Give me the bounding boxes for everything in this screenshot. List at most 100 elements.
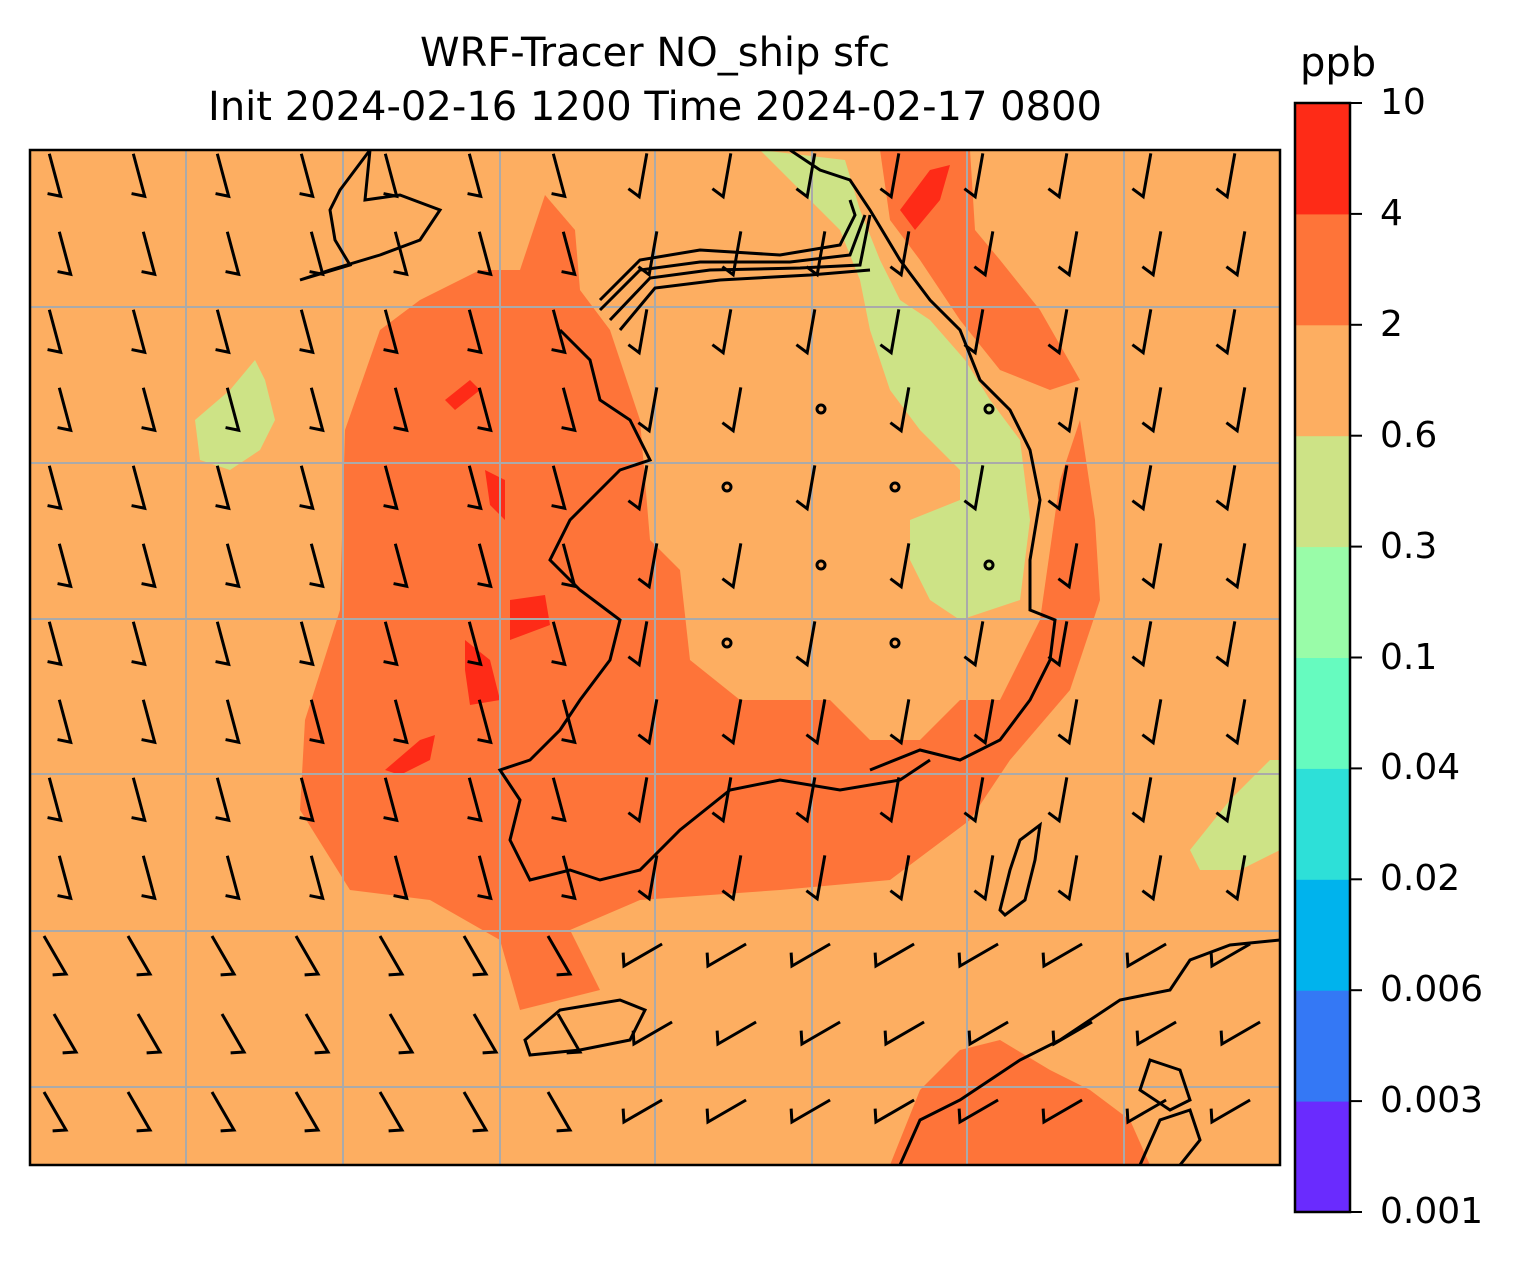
chart-title-line2: Init 2024-02-16 1200 Time 2024-02-17 080…: [208, 84, 1102, 130]
wind-barb: [1215, 465, 1237, 512]
wind-barb: [378, 935, 405, 977]
wind-barb: [1131, 309, 1153, 356]
colorbar-segment: [1295, 879, 1350, 991]
wind-barb: [215, 153, 231, 199]
colorbar-label: ppb: [1300, 40, 1377, 86]
wind-barb: [957, 942, 999, 969]
wind-barb: [477, 387, 493, 433]
wind-barb: [131, 621, 147, 667]
wind-barb: [805, 699, 827, 746]
wind-barb: [546, 935, 573, 977]
wind-barb: [47, 621, 63, 667]
wind-barb: [467, 465, 483, 511]
coastlines: [299, 150, 1280, 1165]
wind-barb: [220, 1013, 247, 1055]
wind-barb: [47, 153, 63, 199]
wind-barb: [721, 231, 743, 278]
wind-barb: [225, 543, 241, 589]
colorbar-tick-label: 0.001: [1380, 1191, 1484, 1232]
wind-barb: [47, 309, 63, 355]
wind-barb: [131, 465, 147, 511]
wind-barb: [795, 777, 817, 824]
wind-barb: [462, 1091, 489, 1133]
wind-barb: [795, 465, 817, 512]
wind-barb: [1057, 855, 1079, 902]
wind-barb: [309, 855, 325, 901]
wind-barb: [1135, 1020, 1177, 1047]
wind-barb: [1131, 465, 1153, 512]
wind-barb: [477, 855, 493, 901]
wind-barb: [131, 777, 147, 823]
wind-barb: [1225, 231, 1247, 278]
map-frame: [28, 148, 1282, 1167]
wind-barb: [1225, 387, 1247, 434]
wind-barb: [304, 1013, 331, 1055]
wind-barb: [1209, 1098, 1251, 1125]
wind-barb: [52, 1013, 79, 1055]
wind-barb: [627, 777, 649, 824]
wind-barb: [561, 543, 577, 589]
wind-barb: [621, 942, 663, 969]
wind-barb: [879, 153, 901, 200]
wind-barb: [795, 153, 817, 200]
wind-barb: [551, 777, 567, 823]
wind-barb: [721, 543, 743, 590]
wind-barb: [721, 855, 743, 902]
wind-barb: [561, 855, 577, 901]
wind-barb: [467, 777, 483, 823]
wind-barb: [627, 309, 649, 356]
wind-barb: [627, 465, 649, 512]
wind-barb: [963, 465, 985, 512]
colorbar-tick-label: 0.3: [1380, 525, 1438, 567]
wind-barb: [309, 699, 325, 745]
wind-barb: [299, 777, 315, 823]
wind-barb: [889, 543, 911, 590]
wind-barb: [873, 942, 915, 969]
wind-barb: [141, 231, 157, 277]
wind-barb: [546, 1091, 573, 1133]
wind-barb: [711, 309, 733, 356]
wind-barb: [879, 309, 901, 356]
wind-barb: [1057, 699, 1079, 746]
wind-barb: [131, 309, 147, 355]
calm-wind-marker: [815, 403, 827, 415]
wind-barb: [1047, 465, 1069, 512]
colorbar-tick-label: 0.02: [1380, 858, 1461, 900]
wind-barb: [225, 387, 241, 433]
colorbar-tick-label: 4: [1380, 192, 1403, 234]
colorbar-segment: [1295, 768, 1350, 880]
calm-wind-marker: [721, 481, 733, 493]
wind-barb: [47, 777, 63, 823]
wind-barb: [1215, 621, 1237, 668]
wind-barb: [1057, 387, 1079, 434]
wind-barb: [467, 153, 483, 199]
wind-barb: [131, 153, 147, 199]
wind-barb: [631, 1020, 673, 1047]
graticule: [30, 150, 1280, 1165]
wind-barb: [627, 621, 649, 668]
wind-barb: [1047, 309, 1069, 356]
wind-barb: [561, 231, 577, 277]
wind-barb: [705, 942, 747, 969]
wind-barb: [789, 1098, 831, 1125]
colorbar-segment: [1295, 990, 1350, 1102]
wind-barb: [393, 699, 409, 745]
wind-barb: [551, 465, 567, 511]
wind-barb: [1219, 1020, 1261, 1047]
wind-barb: [210, 1091, 237, 1133]
wind-barb: [57, 699, 73, 745]
wind-barb: [1215, 777, 1237, 824]
wind-barb: [299, 309, 315, 355]
wind-barb: [973, 855, 995, 902]
wind-barb: [383, 465, 399, 511]
wind-barb: [1215, 309, 1237, 356]
wind-barb: [309, 387, 325, 433]
wind-barb: [215, 465, 231, 511]
wind-barb: [551, 309, 567, 355]
colorbar-segment: [1295, 213, 1350, 326]
colorbar: [1293, 101, 1362, 1214]
wind-barb: [889, 231, 911, 278]
wind-barb: [1131, 621, 1153, 668]
wind-barb: [225, 855, 241, 901]
wind-barb: [299, 153, 315, 199]
